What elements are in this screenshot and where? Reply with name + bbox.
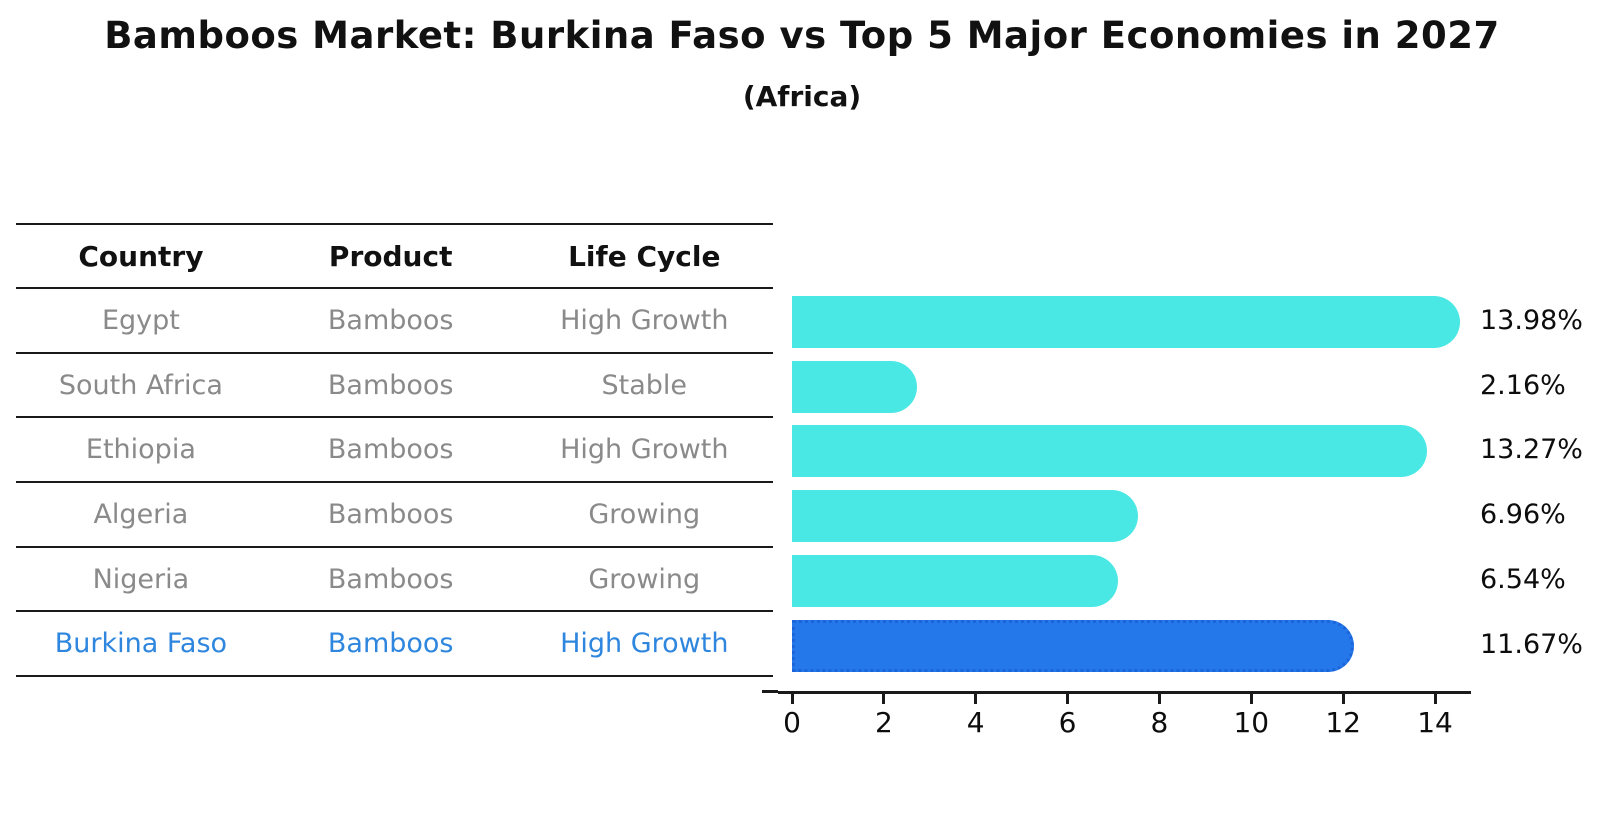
value-label-algeria: 6.96% bbox=[1480, 499, 1566, 531]
bar-row-algeria bbox=[792, 483, 1492, 548]
cell-country-egypt: Egypt bbox=[101, 304, 180, 336]
bar-row-south-africa bbox=[792, 354, 1492, 419]
cell-product-egypt: Bamboos bbox=[327, 304, 454, 336]
cell-life-cycle-burkina-faso: High Growth bbox=[560, 628, 729, 660]
x-tick-label-2: 2 bbox=[874, 706, 893, 739]
chart-title: Bamboos Market: Burkina Faso vs Top 5 Ma… bbox=[104, 14, 1500, 57]
x-tick-label-4: 4 bbox=[966, 706, 985, 739]
table-body: Egypt Bamboos High Growth South Africa Bambo… bbox=[16, 289, 773, 678]
x-tick-0 bbox=[790, 694, 794, 704]
bar-algeria bbox=[792, 490, 1138, 543]
bar-row-ethiopia bbox=[792, 418, 1492, 483]
cell-life-cycle-algeria: Growing bbox=[588, 498, 701, 530]
column-header-product: Product bbox=[328, 239, 453, 273]
x-axis-line bbox=[778, 691, 1471, 694]
table-row-ethiopia: Ethiopia Bamboos High Growth bbox=[16, 418, 773, 484]
table-header-row: Country Product Life Cycle bbox=[16, 223, 773, 289]
bar-egypt bbox=[792, 296, 1461, 348]
cell-country-south-africa: South Africa bbox=[58, 369, 223, 401]
cell-country-burkina-faso: Burkina Faso bbox=[54, 628, 228, 660]
x-tick-label-14: 14 bbox=[1417, 706, 1453, 739]
bar-row-burkina-faso bbox=[792, 613, 1492, 678]
x-tick-6 bbox=[1066, 694, 1070, 704]
bar-nigeria bbox=[792, 554, 1119, 607]
cell-product-south-africa: Bamboos bbox=[327, 369, 454, 401]
bar-row-nigeria bbox=[792, 548, 1492, 613]
table-row-burkina-faso: Burkina Faso Bamboos High Growth bbox=[16, 612, 773, 678]
x-tick-12 bbox=[1341, 694, 1345, 704]
y-axis-corner-tick bbox=[762, 690, 778, 693]
cell-product-algeria: Bamboos bbox=[327, 498, 454, 530]
bar-south-africa bbox=[792, 360, 918, 413]
x-tick-4 bbox=[974, 694, 978, 704]
country-table: Country Product Life Cycle Egypt Bamboos H… bbox=[16, 223, 773, 678]
table-row-algeria: Algeria Bamboos Growing bbox=[16, 483, 773, 548]
cell-country-ethiopia: Ethiopia bbox=[85, 434, 196, 466]
x-tick-14 bbox=[1433, 694, 1437, 704]
cell-life-cycle-south-africa: Stable bbox=[601, 369, 688, 401]
value-label-egypt: 13.98% bbox=[1480, 305, 1583, 336]
bar-plot-area bbox=[792, 289, 1492, 677]
cell-life-cycle-ethiopia: High Growth bbox=[560, 434, 729, 466]
cell-life-cycle-egypt: High Growth bbox=[560, 304, 729, 336]
column-header-country: Country bbox=[78, 239, 204, 273]
cell-product-ethiopia: Bamboos bbox=[327, 434, 454, 466]
value-label-south-africa: 2.16% bbox=[1480, 369, 1566, 401]
cell-product-burkina-faso: Bamboos bbox=[327, 628, 454, 660]
bar-ethiopia bbox=[792, 425, 1428, 478]
cell-life-cycle-nigeria: Growing bbox=[588, 563, 701, 595]
bar-row-egypt bbox=[792, 289, 1492, 354]
value-label-nigeria: 6.54% bbox=[1480, 563, 1566, 595]
table-row-south-africa: South Africa Bamboos Stable bbox=[16, 354, 773, 419]
bar-burkina-faso bbox=[792, 619, 1354, 672]
x-tick-label-6: 6 bbox=[1058, 706, 1077, 739]
x-tick-2 bbox=[882, 694, 886, 704]
x-tick-label-12: 12 bbox=[1325, 706, 1361, 739]
chart-subtitle: (Africa) bbox=[742, 80, 862, 113]
x-tick-label-10: 10 bbox=[1233, 706, 1270, 739]
x-tick-label-0: 0 bbox=[783, 706, 801, 739]
column-header-life-cycle: Life Cycle bbox=[568, 239, 721, 273]
x-tick-10 bbox=[1249, 694, 1253, 704]
table-row-egypt: Egypt Bamboos High Growth bbox=[16, 289, 773, 354]
value-labels: 13.98% 2.16% 13.27% 6.96% 6.54% 11.67% bbox=[1480, 289, 1604, 677]
table-row-nigeria: Nigeria Bamboos Growing bbox=[16, 548, 773, 613]
x-tick-8 bbox=[1157, 694, 1161, 704]
value-label-ethiopia: 13.27% bbox=[1480, 434, 1583, 466]
value-label-burkina-faso: 11.67% bbox=[1480, 628, 1583, 660]
cell-country-nigeria: Nigeria bbox=[92, 563, 190, 595]
x-tick-label-8: 8 bbox=[1150, 706, 1169, 739]
cell-country-algeria: Algeria bbox=[93, 498, 189, 530]
cell-product-nigeria: Bamboos bbox=[327, 563, 454, 595]
